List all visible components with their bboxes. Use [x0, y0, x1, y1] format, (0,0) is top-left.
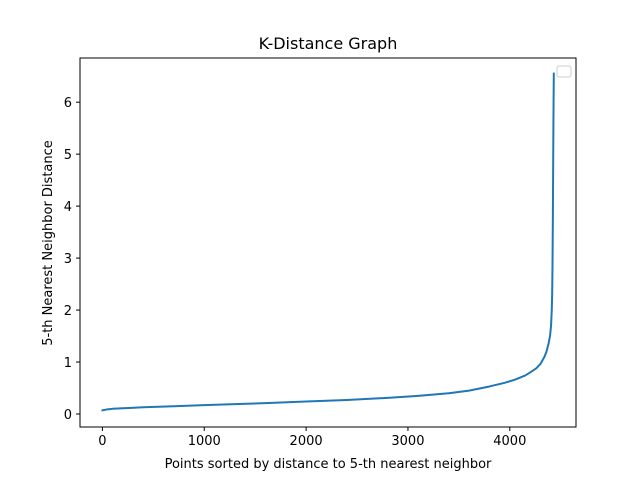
- y-axis-label: 5-th Nearest Neighbor Distance: [41, 140, 56, 346]
- y-tick-label-5: 5: [64, 148, 72, 163]
- x-tick-label-3: 3000: [391, 434, 424, 449]
- x-tick-label-0: 0: [98, 434, 106, 449]
- series-line-0: [101, 72, 555, 412]
- plot-frame: [79, 57, 577, 428]
- plot-area: 0 1000 2000 3000 4000 0 1 2 3 4 5 6: [64, 57, 577, 449]
- chart-title: K-Distance Graph: [259, 34, 398, 53]
- y-tick-label-0: 0: [64, 408, 72, 423]
- x-tick-label-4: 4000: [493, 434, 526, 449]
- x-axis-label: Points sorted by distance to 5-th neares…: [165, 457, 492, 472]
- y-tick-label-1: 1: [64, 356, 72, 371]
- y-tick-label-3: 3: [64, 252, 72, 267]
- x-tick-label-1: 1000: [188, 434, 221, 449]
- y-tick-label-6: 6: [64, 96, 72, 111]
- y-tick-label-4: 4: [64, 200, 72, 215]
- y-tick-label-2: 2: [64, 304, 72, 319]
- legend-box: [556, 65, 572, 78]
- x-tick-label-2: 2000: [290, 434, 323, 449]
